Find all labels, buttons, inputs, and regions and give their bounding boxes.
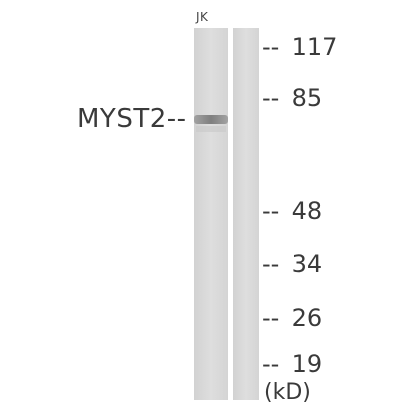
marker-85: -- 85 [262, 84, 323, 112]
control-lane [233, 28, 259, 400]
band-label-myst2: MYST2-- [77, 104, 187, 134]
marker-117: -- 117 [262, 33, 338, 61]
marker-19: -- 19 [262, 350, 323, 378]
sample-lane [194, 28, 228, 400]
marker-26: -- 26 [262, 304, 323, 332]
lane-label-jk: JK [196, 10, 209, 24]
marker-34: -- 34 [262, 250, 323, 278]
myst2-band [194, 115, 228, 124]
unit-label: (kD) [264, 380, 311, 405]
marker-48: -- 48 [262, 197, 323, 225]
